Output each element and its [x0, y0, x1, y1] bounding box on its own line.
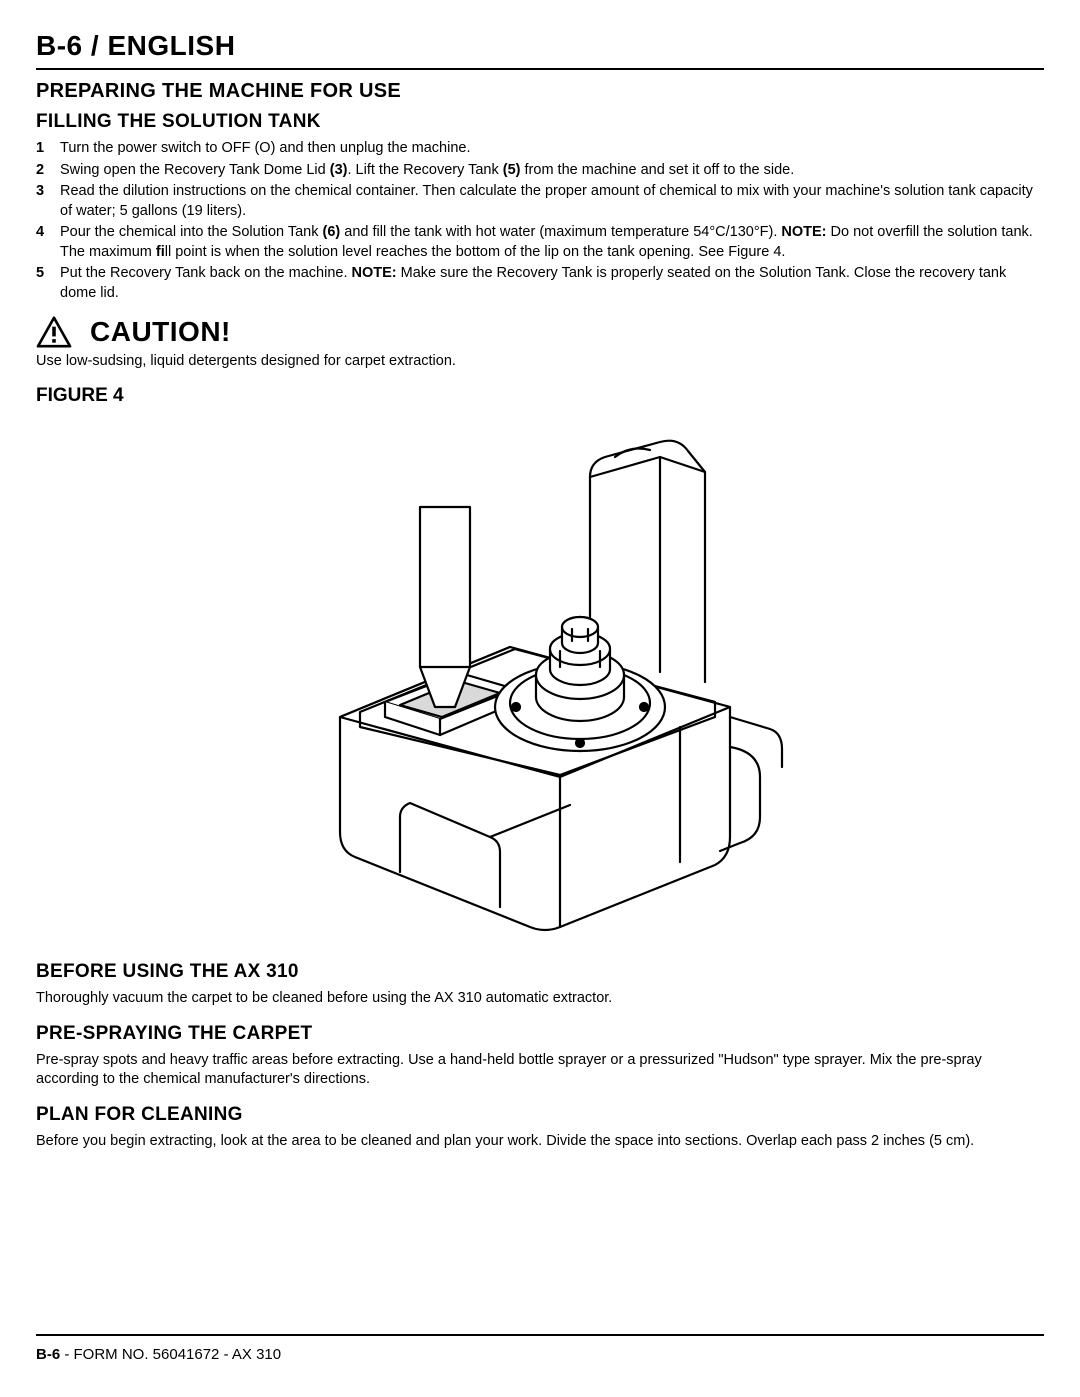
step-text: Pour the chemical into the Solution Tank… — [60, 223, 1044, 262]
caution-row: CAUTION! — [36, 316, 1044, 348]
section-title-before-using: BEFORE USING THE AX 310 — [36, 961, 1044, 983]
step-number: 5 — [36, 264, 60, 303]
step-number: 3 — [36, 182, 60, 221]
before-using-body: Thoroughly vacuum the carpet to be clean… — [36, 989, 1044, 1009]
steps-list: 1Turn the power switch to OFF (O) and th… — [36, 139, 1044, 304]
warning-triangle-icon — [36, 316, 72, 348]
step-item: 5Put the Recovery Tank back on the machi… — [36, 264, 1044, 303]
section-title-preparing: PREPARING THE MACHINE FOR USE — [36, 80, 1044, 103]
step-number: 4 — [36, 223, 60, 262]
subsection-title-filling: FILLING THE SOLUTION TANK — [36, 111, 1044, 133]
footer-page: B-6 — [36, 1346, 60, 1363]
step-text: Read the dilution instructions on the ch… — [60, 182, 1044, 221]
page-header: B-6 / ENGLISH — [36, 30, 1044, 70]
step-item: 1Turn the power switch to OFF (O) and th… — [36, 139, 1044, 159]
step-item: 3Read the dilution instructions on the c… — [36, 182, 1044, 221]
step-text: Put the Recovery Tank back on the machin… — [60, 264, 1044, 303]
step-number: 1 — [36, 139, 60, 159]
step-item: 2Swing open the Recovery Tank Dome Lid (… — [36, 161, 1044, 181]
step-item: 4Pour the chemical into the Solution Tan… — [36, 223, 1044, 262]
step-number: 2 — [36, 161, 60, 181]
prespray-body: Pre-spray spots and heavy traffic areas … — [36, 1051, 1044, 1090]
figure-4-container — [36, 417, 1044, 937]
step-text: Swing open the Recovery Tank Dome Lid (3… — [60, 161, 1044, 181]
caution-label: CAUTION! — [90, 316, 231, 348]
section-title-prespray: PRE-SPRAYING THE CARPET — [36, 1023, 1044, 1045]
plan-body: Before you begin extracting, look at the… — [36, 1132, 1044, 1152]
footer-rest: - FORM NO. 56041672 - AX 310 — [60, 1346, 281, 1363]
figure-4-illustration — [260, 417, 820, 937]
section-title-plan: PLAN FOR CLEANING — [36, 1104, 1044, 1126]
figure-label: FIGURE 4 — [36, 385, 1044, 407]
page-footer: B-6 - FORM NO. 56041672 - AX 310 — [36, 1334, 1044, 1363]
caution-body: Use low-sudsing, liquid detergents desig… — [36, 352, 1044, 372]
step-text: Turn the power switch to OFF (O) and the… — [60, 139, 1044, 159]
